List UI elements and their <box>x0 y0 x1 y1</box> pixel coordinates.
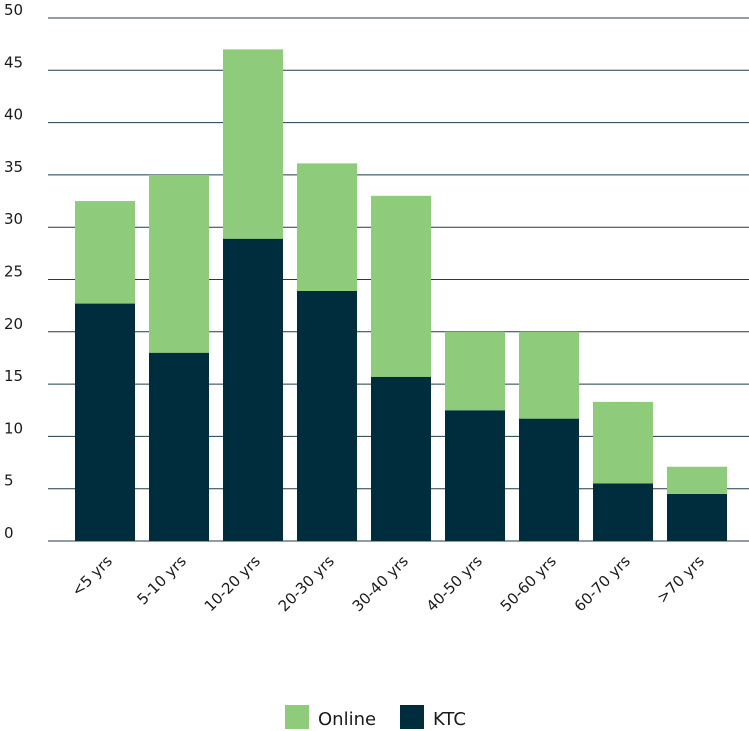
y-tick-label: 35 <box>4 158 23 176</box>
y-tick-label: 15 <box>4 367 23 385</box>
x-tick-label: <5 yrs <box>68 552 116 600</box>
legend: Online KTC <box>285 705 466 730</box>
x-tick-label: 50-60 yrs <box>497 552 560 615</box>
bar-ktc <box>593 483 653 541</box>
bar-online <box>75 201 135 304</box>
bar-online <box>593 401 653 484</box>
y-tick-label: 30 <box>4 210 23 228</box>
bar-ktc <box>519 418 579 541</box>
bar-ktc <box>371 376 431 541</box>
bar-online <box>297 163 357 292</box>
y-tick-label: 45 <box>4 53 23 71</box>
x-tick-label: 5-10 yrs <box>133 552 189 608</box>
y-tick-label: 50 <box>4 1 23 19</box>
bar-online <box>223 49 283 239</box>
x-tick-label: 30-40 yrs <box>349 552 412 615</box>
legend-label-ktc: KTC <box>433 709 466 730</box>
y-tick-label: 25 <box>4 263 23 281</box>
x-tick-label: 10-20 yrs <box>201 552 264 615</box>
y-tick-label: 10 <box>4 419 23 437</box>
x-axis-ticks: <5 yrs 5-10 yrs 10-20 yrs 20-30 yrs 30-40 yr… <box>68 552 708 615</box>
y-axis-ticks: 0 5 10 15 20 25 30 35 40 45 50 <box>4 1 23 542</box>
bar-online <box>667 466 727 494</box>
bar-ktc <box>149 352 209 541</box>
y-tick-label: 5 <box>4 472 14 490</box>
bar-ktc <box>667 493 727 541</box>
x-tick-label: >70 yrs <box>653 552 708 607</box>
bar-online <box>519 331 579 419</box>
bar-online <box>149 174 209 353</box>
y-tick-label: 20 <box>4 315 23 333</box>
bar-ktc <box>223 238 283 541</box>
bar-online <box>445 331 505 411</box>
bar-ktc <box>297 291 357 541</box>
legend-swatch-ktc <box>400 705 424 729</box>
bars <box>75 49 727 541</box>
x-tick-label: 60-70 yrs <box>571 552 634 615</box>
bar-ktc <box>445 410 505 541</box>
y-tick-label: 40 <box>4 106 23 124</box>
x-tick-label: 40-50 yrs <box>423 552 486 615</box>
x-tick-label: 20-30 yrs <box>275 552 338 615</box>
bar-online <box>371 195 431 377</box>
legend-label-online: Online <box>318 709 376 730</box>
bar-ktc <box>75 303 135 541</box>
y-tick-label: 0 <box>4 524 14 542</box>
legend-swatch-online <box>285 705 309 729</box>
